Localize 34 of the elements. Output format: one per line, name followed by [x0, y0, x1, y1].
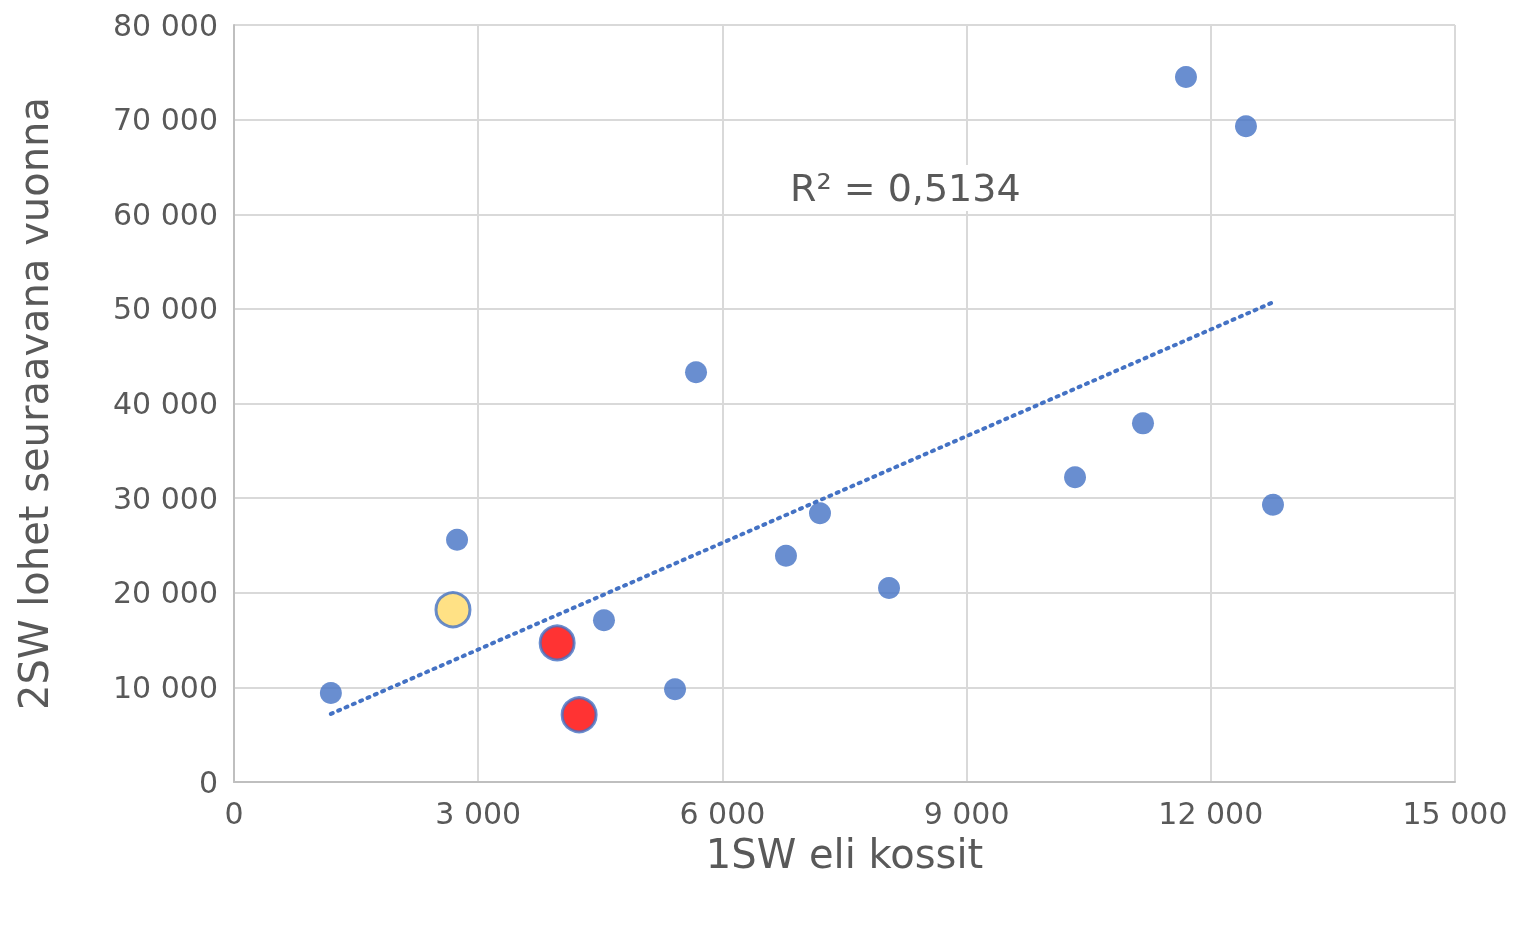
y-tick-label: 70 000 — [113, 102, 218, 138]
x-axis-title: 1SW eli kossit — [705, 831, 984, 877]
annotation: R² = 0,5134 — [790, 166, 1021, 210]
point — [1262, 493, 1284, 516]
y-tick-label: 80 000 — [113, 7, 218, 43]
point — [775, 544, 797, 567]
x-tick-label: 3 000 — [435, 795, 522, 831]
point — [1064, 466, 1087, 489]
y-tick-label: 50 000 — [113, 291, 218, 327]
point — [560, 696, 598, 734]
point — [434, 591, 472, 629]
point — [1234, 115, 1257, 138]
y-tick-label: 30 000 — [113, 480, 218, 516]
y-tick-label: 0 — [198, 764, 218, 800]
y-tick-label: 10 000 — [113, 669, 218, 705]
point — [1175, 66, 1197, 89]
point — [538, 624, 576, 662]
x-tick-label: 6 000 — [679, 795, 766, 831]
point — [809, 502, 831, 525]
point — [685, 361, 708, 384]
point — [592, 609, 615, 632]
x-tick-label: 9 000 — [923, 795, 1010, 831]
point — [446, 528, 469, 551]
x-tick-label: 15 000 — [1402, 795, 1508, 831]
y-tick-label: 20 000 — [113, 575, 218, 611]
point — [878, 577, 901, 600]
y-tick-label: 40 000 — [113, 386, 218, 421]
point — [1132, 412, 1154, 435]
x-tick-label: 0 — [224, 795, 244, 831]
y-axis-title: 2SW lohet seuraavana vuonna — [11, 97, 57, 710]
point — [319, 682, 342, 705]
point — [664, 678, 687, 701]
x-tick-label: 12 000 — [1158, 795, 1264, 831]
y-tick-label: 60 000 — [113, 196, 218, 232]
